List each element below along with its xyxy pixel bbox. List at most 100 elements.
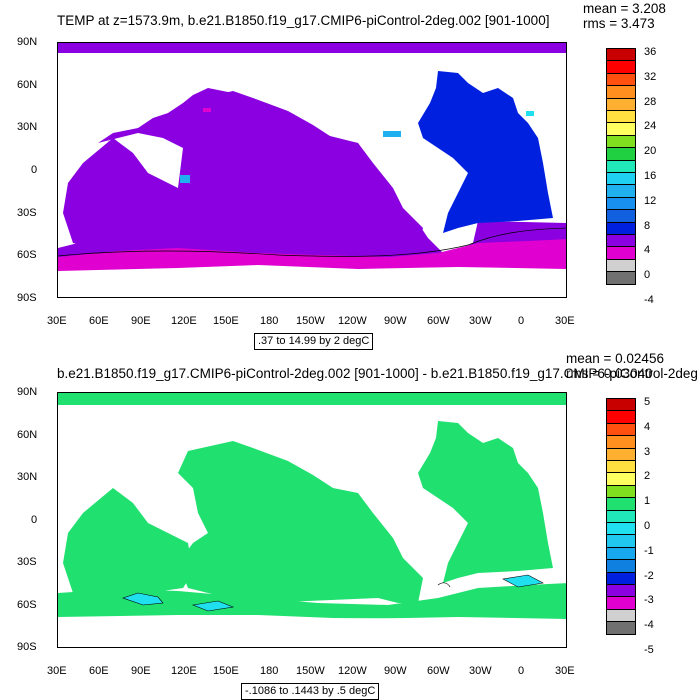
lon-label: 0 — [518, 665, 525, 677]
colorbar-swatch — [606, 472, 636, 486]
lat-label: 90N — [17, 386, 38, 398]
panel-1-range-label: .37 to 14.99 by 2 degC — [254, 333, 374, 350]
panel-1-pacific — [178, 91, 423, 253]
lat-label: 60N — [17, 79, 38, 91]
panel-1-magenta-spot — [203, 108, 211, 112]
panel-1-rms: rms = 3.473 — [583, 16, 655, 31]
colorbar-label: 1 — [644, 495, 651, 508]
panel-1-arctic-band — [58, 43, 566, 53]
colorbar-swatch — [606, 460, 636, 474]
panel-2-title: b.e21.B1850.f19_g17.CMIP6-piControl-2deg… — [57, 367, 698, 381]
colorbar-swatch — [606, 72, 636, 87]
colorbar-swatch — [606, 410, 636, 424]
lat-label: 60N — [17, 429, 38, 441]
colorbar-swatch — [606, 497, 636, 511]
panel-1-cyan-spot — [383, 131, 401, 137]
lon-label: 120W — [338, 665, 367, 677]
colorbar-swatch — [606, 209, 636, 223]
colorbar-swatch — [606, 596, 636, 610]
panel-2-southern-ocean — [58, 583, 566, 619]
panel-2-colorbar: 5 4 3 2 1 0 -1 -2 -3 -4 -5 — [606, 397, 686, 656]
colorbar-swatch — [606, 110, 636, 124]
colorbar-swatch — [606, 522, 636, 536]
lon-label: 90W — [384, 665, 407, 677]
colorbar-swatch — [606, 271, 636, 285]
colorbar-label: 12 — [644, 194, 657, 207]
lon-label: 30E — [555, 315, 575, 327]
panel-1-map-svg — [58, 43, 566, 297]
panel-2-arctic-band — [58, 393, 566, 405]
lon-label: 60W — [427, 315, 450, 327]
colorbar-swatch — [606, 122, 636, 136]
colorbar-label: 2 — [644, 470, 651, 483]
colorbar-swatch — [606, 246, 636, 260]
colorbar-swatch — [606, 147, 636, 161]
colorbar-label: 4 — [644, 420, 651, 433]
panel-2-pacific — [178, 441, 423, 603]
colorbar-swatch — [606, 534, 636, 548]
lon-label: 60W — [427, 665, 450, 677]
lon-label: 180 — [260, 315, 279, 327]
lat-label: 90S — [17, 292, 37, 304]
panel-1-atlantic — [418, 71, 553, 233]
colorbar-swatch — [606, 571, 636, 585]
colorbar-swatch — [606, 60, 636, 74]
colorbar-swatch — [606, 134, 636, 149]
lon-label: 150W — [296, 665, 325, 677]
colorbar-label: -4 — [644, 294, 654, 306]
colorbar-swatch — [606, 447, 636, 461]
colorbar-swatch — [606, 85, 636, 99]
colorbar-label: -1 — [644, 544, 654, 557]
panel-1-contour — [58, 227, 566, 257]
lat-label: 30S — [17, 207, 37, 219]
lon-label: 120E — [171, 315, 197, 327]
panel-1-southern-ocean — [58, 239, 566, 275]
panel-1-cyan-spot — [526, 111, 534, 116]
colorbar-label: 16 — [644, 170, 657, 182]
lat-label: 60S — [17, 249, 37, 261]
colorbar-swatch — [606, 196, 636, 211]
colorbar-label: 0 — [644, 520, 651, 532]
lat-label: 0 — [31, 164, 38, 176]
colorbar-swatch — [606, 97, 636, 111]
colorbar-label: -3 — [644, 594, 654, 607]
lat-label: 90N — [17, 36, 38, 48]
lon-label: 120E — [171, 665, 197, 677]
colorbar-swatch — [606, 184, 636, 198]
lat-label: 90S — [17, 641, 37, 653]
panel-1-title: TEMP at z=1573.9m, b.e21.B1850.f19_g17.C… — [57, 13, 550, 28]
colorbar-swatch — [606, 435, 636, 449]
panel-2-antarctica — [58, 615, 566, 647]
lon-label: 120W — [338, 315, 367, 327]
lon-label: 30W — [469, 665, 492, 677]
colorbar-swatch — [606, 608, 636, 623]
lon-label: 30E — [47, 315, 67, 327]
lon-label: 180 — [260, 665, 279, 677]
lon-label: 90E — [131, 315, 151, 327]
lat-label: 30N — [17, 471, 38, 483]
colorbar-swatch — [606, 159, 636, 173]
colorbar-label: -5 — [644, 644, 654, 656]
lon-label: 150W — [296, 315, 325, 327]
panel-1-colorbar: 36 32 28 24 20 16 12 8 4 0 -4 — [606, 46, 686, 306]
colorbar-swatch — [606, 221, 636, 235]
panel-1-indian — [63, 138, 193, 248]
colorbar-label: 8 — [644, 219, 651, 232]
lon-label: 60E — [89, 315, 109, 327]
colorbar-swatch — [606, 584, 636, 598]
lat-label: 30N — [17, 121, 38, 133]
colorbar-label: 0 — [644, 269, 651, 282]
colorbar-label: 24 — [644, 120, 657, 133]
lon-label: 90W — [384, 315, 407, 327]
lon-label: 150E — [213, 665, 239, 677]
lon-label: 30E — [555, 665, 575, 677]
lon-label: 30W — [469, 315, 492, 327]
panel-2-contour — [437, 582, 451, 588]
colorbar-label: 36 — [644, 46, 657, 58]
colorbar-swatch — [606, 172, 636, 186]
panel-1-mean: mean = 3.208 — [583, 1, 666, 16]
lon-label: 30E — [47, 665, 67, 677]
panel-2-map — [57, 392, 567, 648]
panel-2-range-label: -.1086 to .1443 by .5 degC — [241, 683, 380, 700]
colorbar-swatch — [606, 422, 636, 437]
